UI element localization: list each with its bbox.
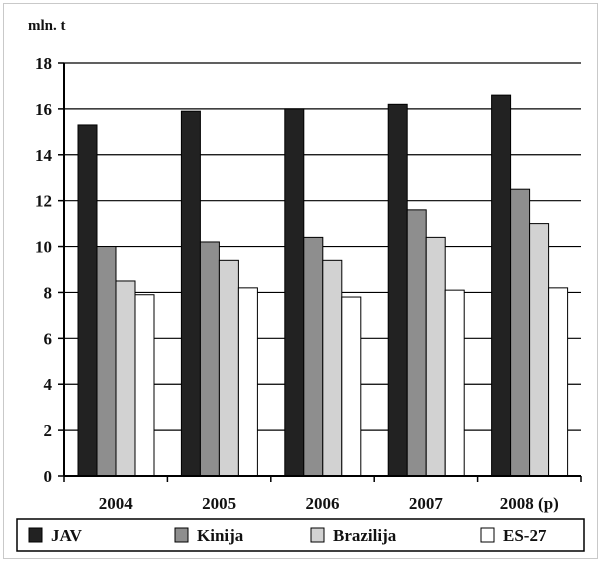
- bar-jav-2008: [491, 94, 512, 477]
- bar-kinija-2007: [406, 209, 427, 477]
- bar-jav-2004: [77, 124, 98, 477]
- x-tick-label: 2007: [409, 494, 444, 513]
- bar-brazilija-2005: [218, 259, 239, 477]
- y-tick-label: 16: [35, 100, 52, 119]
- bar-jav-2006: [284, 108, 305, 477]
- axes: [63, 63, 581, 477]
- bar-es-27-2005: [237, 287, 258, 477]
- legend-label-jav: JAV: [51, 526, 83, 545]
- y-tick-label: 0: [44, 467, 53, 486]
- legend-swatch-jav: [28, 527, 43, 543]
- bar-kinija-2006: [303, 236, 324, 477]
- y-tick-label: 10: [35, 238, 52, 257]
- legend-label-kinija: Kinija: [197, 526, 244, 545]
- legend-swatch-brazilija: [310, 527, 325, 543]
- bar-jav-2007: [387, 103, 408, 477]
- x-tick-label: 2006: [306, 494, 340, 513]
- y-tick-label: 2: [44, 421, 53, 440]
- bar-brazilija-2007: [425, 236, 446, 477]
- bar-jav-2005: [180, 110, 201, 477]
- legend: JAV Kinija Brazilija ES-27: [16, 518, 585, 552]
- x-tick-label: 2008 (p): [500, 494, 559, 513]
- bars: [77, 94, 569, 477]
- bar-es-27-2004: [134, 294, 155, 477]
- bar-kinija-2008: [510, 188, 531, 477]
- legend-swatch-es-27: [480, 527, 495, 543]
- y-tick-label: 18: [35, 54, 52, 73]
- bar-es-27-2008: [548, 287, 569, 477]
- bar-brazilija-2008: [529, 223, 550, 477]
- legend-label-brazilija: Brazilija: [333, 526, 397, 545]
- x-tick-label: 2004: [99, 494, 134, 513]
- unit-label: mln. t: [28, 18, 66, 34]
- y-tick-label: 14: [35, 146, 53, 165]
- y-tick-label: 8: [44, 283, 53, 302]
- legend-box: [16, 518, 585, 552]
- y-axis-ticks: 0 2 4 6 8 10 12 14 16 18: [35, 54, 64, 486]
- bar-es-27-2007: [444, 289, 465, 477]
- x-tick-label: 2005: [202, 494, 236, 513]
- bar-es-27-2006: [341, 296, 362, 477]
- bar-kinija-2004: [96, 246, 117, 477]
- bar-kinija-2005: [199, 241, 220, 477]
- y-tick-label: 4: [44, 375, 53, 394]
- y-tick-label: 6: [44, 329, 53, 348]
- legend-swatch-kinija: [174, 527, 189, 543]
- bar-brazilija-2004: [115, 280, 136, 477]
- bar-brazilija-2006: [322, 259, 343, 477]
- legend-label-es-27: ES-27: [503, 526, 547, 545]
- x-axis-labels: 2004 2005 2006 2007 2008 (p): [63, 476, 582, 513]
- y-tick-label: 12: [35, 192, 52, 211]
